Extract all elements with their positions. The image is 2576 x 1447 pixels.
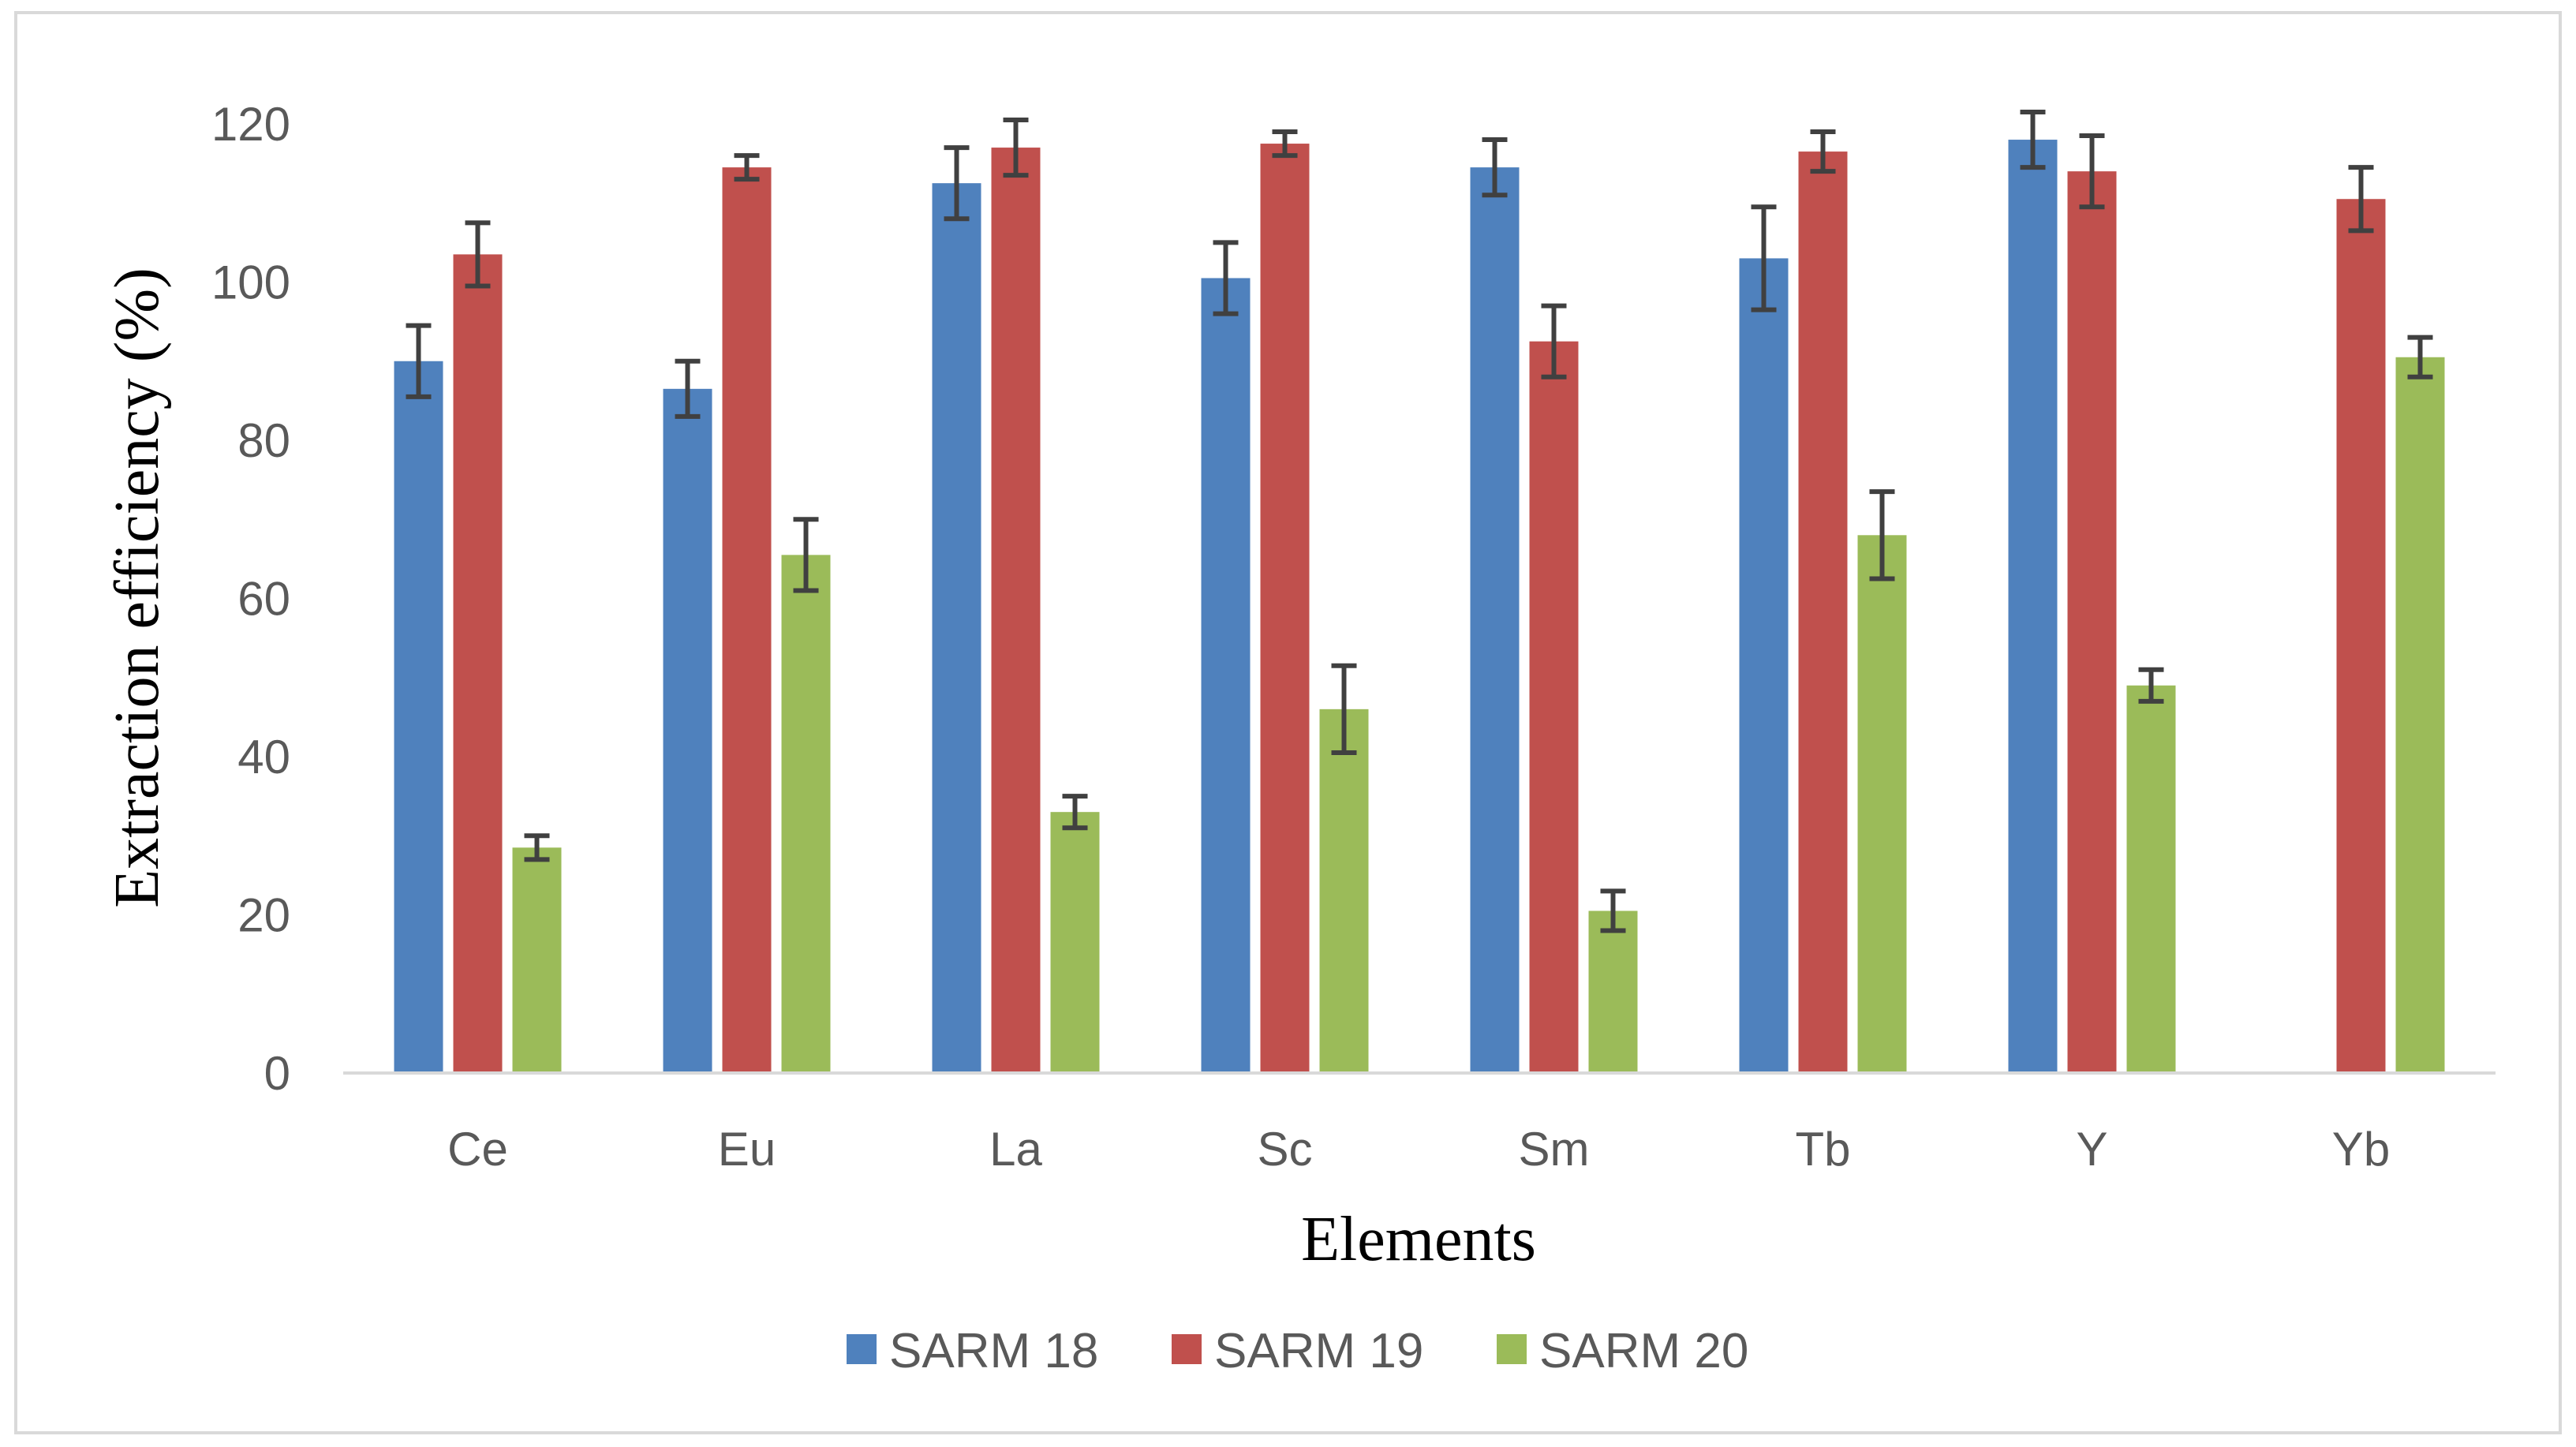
bar-sarm-20-sm	[1588, 910, 1638, 1073]
error-bar-group	[406, 109, 2433, 933]
legend-label-sarm-19: SARM 19	[1214, 1324, 1423, 1378]
legend-swatch-sarm-20	[1497, 1334, 1527, 1364]
x-tick-label-eu: Eu	[718, 1123, 776, 1176]
y-tick-label: 20	[237, 889, 290, 942]
legend-swatch-sarm-19	[1172, 1334, 1202, 1364]
x-tick-label-sc: Sc	[1257, 1123, 1312, 1176]
legend-label-sarm-18: SARM 18	[889, 1324, 1098, 1378]
bar-sarm-18-sc	[1201, 278, 1251, 1073]
bar-sarm-19-ce	[453, 254, 503, 1074]
x-axis-title: Elements	[1301, 1205, 1536, 1274]
y-tick-label: 80	[237, 414, 290, 467]
bar-sarm-20-tb	[1857, 535, 1907, 1073]
bar-sarm-19-sm	[1529, 341, 1579, 1073]
bar-sarm-20-eu	[781, 555, 831, 1073]
x-tick-label-ce: Ce	[447, 1123, 508, 1176]
y-tick-label: 60	[237, 573, 290, 626]
y-tick-label: 40	[237, 731, 290, 783]
bar-sarm-20-sc	[1319, 709, 1369, 1073]
y-axis-title: Extraction efficiency (%)	[103, 267, 172, 907]
bar-sarm-18-y	[2008, 140, 2058, 1073]
bar-sarm-18-tb	[1739, 258, 1789, 1073]
bar-sarm-19-tb	[1798, 151, 1848, 1073]
bar-series-group	[394, 140, 2445, 1074]
x-tick-label-tb: Tb	[1795, 1123, 1850, 1176]
bar-sarm-19-sc	[1260, 144, 1310, 1073]
bar-sarm-18-sm	[1470, 167, 1520, 1074]
bar-sarm-20-ce	[512, 847, 562, 1073]
bar-sarm-20-y	[2126, 685, 2176, 1073]
x-tick-label-y: Y	[2076, 1123, 2107, 1176]
y-tick-label: 100	[211, 256, 290, 309]
bar-sarm-19-yb	[2336, 199, 2386, 1073]
bar-sarm-20-la	[1050, 812, 1100, 1073]
legend-swatch-sarm-18	[847, 1334, 877, 1364]
x-tick-label-sm: Sm	[1519, 1123, 1590, 1176]
y-tick-label: 120	[211, 98, 290, 151]
bar-sarm-18-la	[932, 183, 981, 1073]
legend: SARM 18 SARM 19 SARM 20	[847, 1324, 1748, 1378]
bar-sarm-19-la	[991, 148, 1041, 1074]
bar-sarm-19-eu	[722, 167, 772, 1074]
bar-sarm-19-y	[2067, 171, 2117, 1073]
y-axis-tick-labels: 0 20 40 60 80 100 120	[211, 98, 290, 1100]
legend-label-sarm-20: SARM 20	[1539, 1324, 1748, 1378]
bar-sarm-18-eu	[663, 388, 712, 1073]
x-axis-tick-labels: Ce Eu La Sc Sm Tb Y Yb	[447, 1123, 2390, 1176]
y-tick-label: 0	[264, 1047, 290, 1100]
x-tick-label-yb: Yb	[2332, 1123, 2390, 1176]
bar-sarm-20-yb	[2395, 357, 2445, 1073]
x-tick-label-la: La	[989, 1123, 1042, 1176]
bar-sarm-18-ce	[394, 361, 443, 1073]
